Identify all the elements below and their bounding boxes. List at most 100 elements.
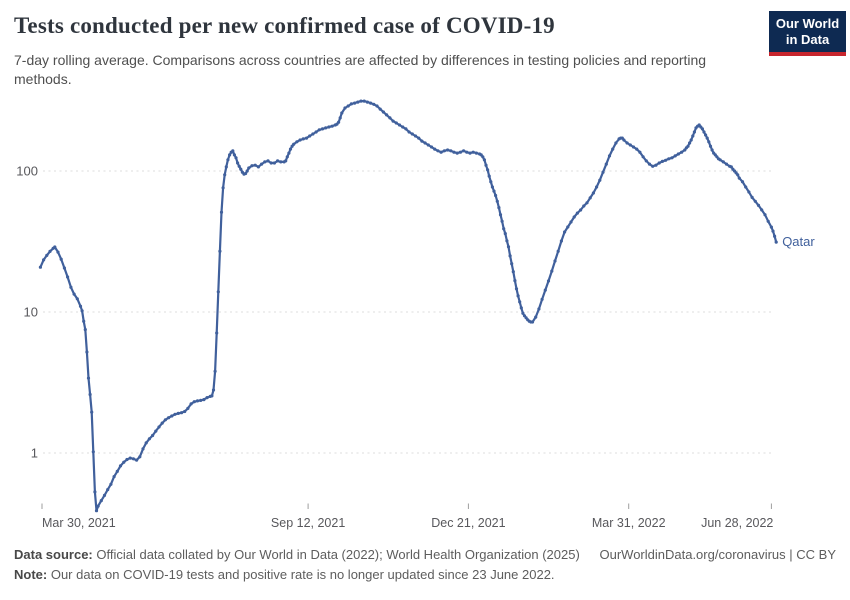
series-point [736,173,740,177]
series-point [112,475,116,479]
series-point [433,147,437,151]
series-line[interactable] [39,100,778,512]
chart-svg[interactable]: 1 10 100 Mar 30, 2021 Sep 12, 2021 Dec 21, 20… [0,0,850,540]
series-point [449,149,453,153]
series-point [109,482,113,486]
series-point [353,101,357,105]
series-point [236,161,240,165]
series-point [468,151,472,155]
series-point [657,161,661,165]
series-point [239,167,243,171]
series-point [192,400,196,404]
series-point [253,163,257,167]
series-point [115,469,119,473]
series-point [88,392,92,397]
series-point [48,249,52,253]
series-point [45,253,49,257]
series-point [502,227,506,231]
series-point [490,185,494,189]
series-point [680,150,684,154]
series-point [563,230,567,234]
series-point [500,219,504,223]
series-point [688,141,692,145]
series-point [75,297,79,301]
series-point [99,499,103,503]
series-point [774,240,778,244]
series-point [740,180,745,184]
series-point [385,113,389,117]
series-point [543,288,547,292]
series-point [462,149,466,153]
series-point [508,254,512,258]
series-point [553,259,557,263]
series-point [285,155,289,159]
series-point [288,147,293,151]
series-point [481,155,485,159]
series-point [486,168,490,172]
series-point [750,195,754,199]
series-point [301,137,305,141]
chart-subtitle: 7-day rolling average. Comparisons acros… [14,52,707,87]
series-point [700,127,705,131]
y-axis-label: 100 [16,164,38,179]
series-point [135,458,139,462]
series-point [338,116,342,120]
series-point [86,376,91,380]
series-point [598,178,602,182]
series-point [744,185,748,189]
series-point [330,124,334,128]
series-point [747,190,751,194]
series-point [179,411,184,415]
series-point [429,145,434,149]
series-point [320,127,325,131]
series-point [237,164,241,168]
series-point [308,134,312,138]
series-point [471,150,475,154]
series-point [72,292,76,296]
series-point [224,165,228,169]
series-point [231,149,235,153]
series-point [763,213,767,217]
series-point [218,249,222,253]
series-point [245,169,249,173]
series-point [276,159,280,163]
series-point [704,133,708,137]
series-end-label: Qatar [782,234,815,249]
series-point [420,139,424,143]
x-axis-label: Dec 21, 2021 [431,516,505,530]
series-point [410,132,414,136]
series-point [631,145,636,149]
series-point [579,208,583,212]
series-point [59,257,63,261]
series-point [710,148,714,152]
series-point [591,191,596,195]
series-point [708,144,713,148]
series-point [635,147,639,151]
series-point [151,433,155,438]
owid-logo: Our World in Data [769,11,846,56]
series-point [372,102,376,106]
series-point [595,185,599,189]
series-point [756,203,761,207]
series-point [147,437,151,441]
series-point [378,107,382,111]
series-point [186,406,190,410]
series-point [82,319,86,323]
series-point [96,504,100,508]
series-point [83,328,87,332]
source-label: Data source: [14,547,93,562]
series-point [572,215,576,219]
series-point [638,150,642,154]
footer-link[interactable]: OurWorldinData.org/coronavirus | CC BY [599,547,836,562]
series-point [138,455,142,459]
series-point [163,418,167,422]
series-point [702,130,706,134]
series-point [211,388,216,392]
series-point [514,287,519,291]
series-point [170,414,174,418]
series-point [38,265,43,269]
series-point [118,464,123,468]
series-point [455,151,459,155]
series-point [381,110,385,114]
series-point [292,142,296,146]
